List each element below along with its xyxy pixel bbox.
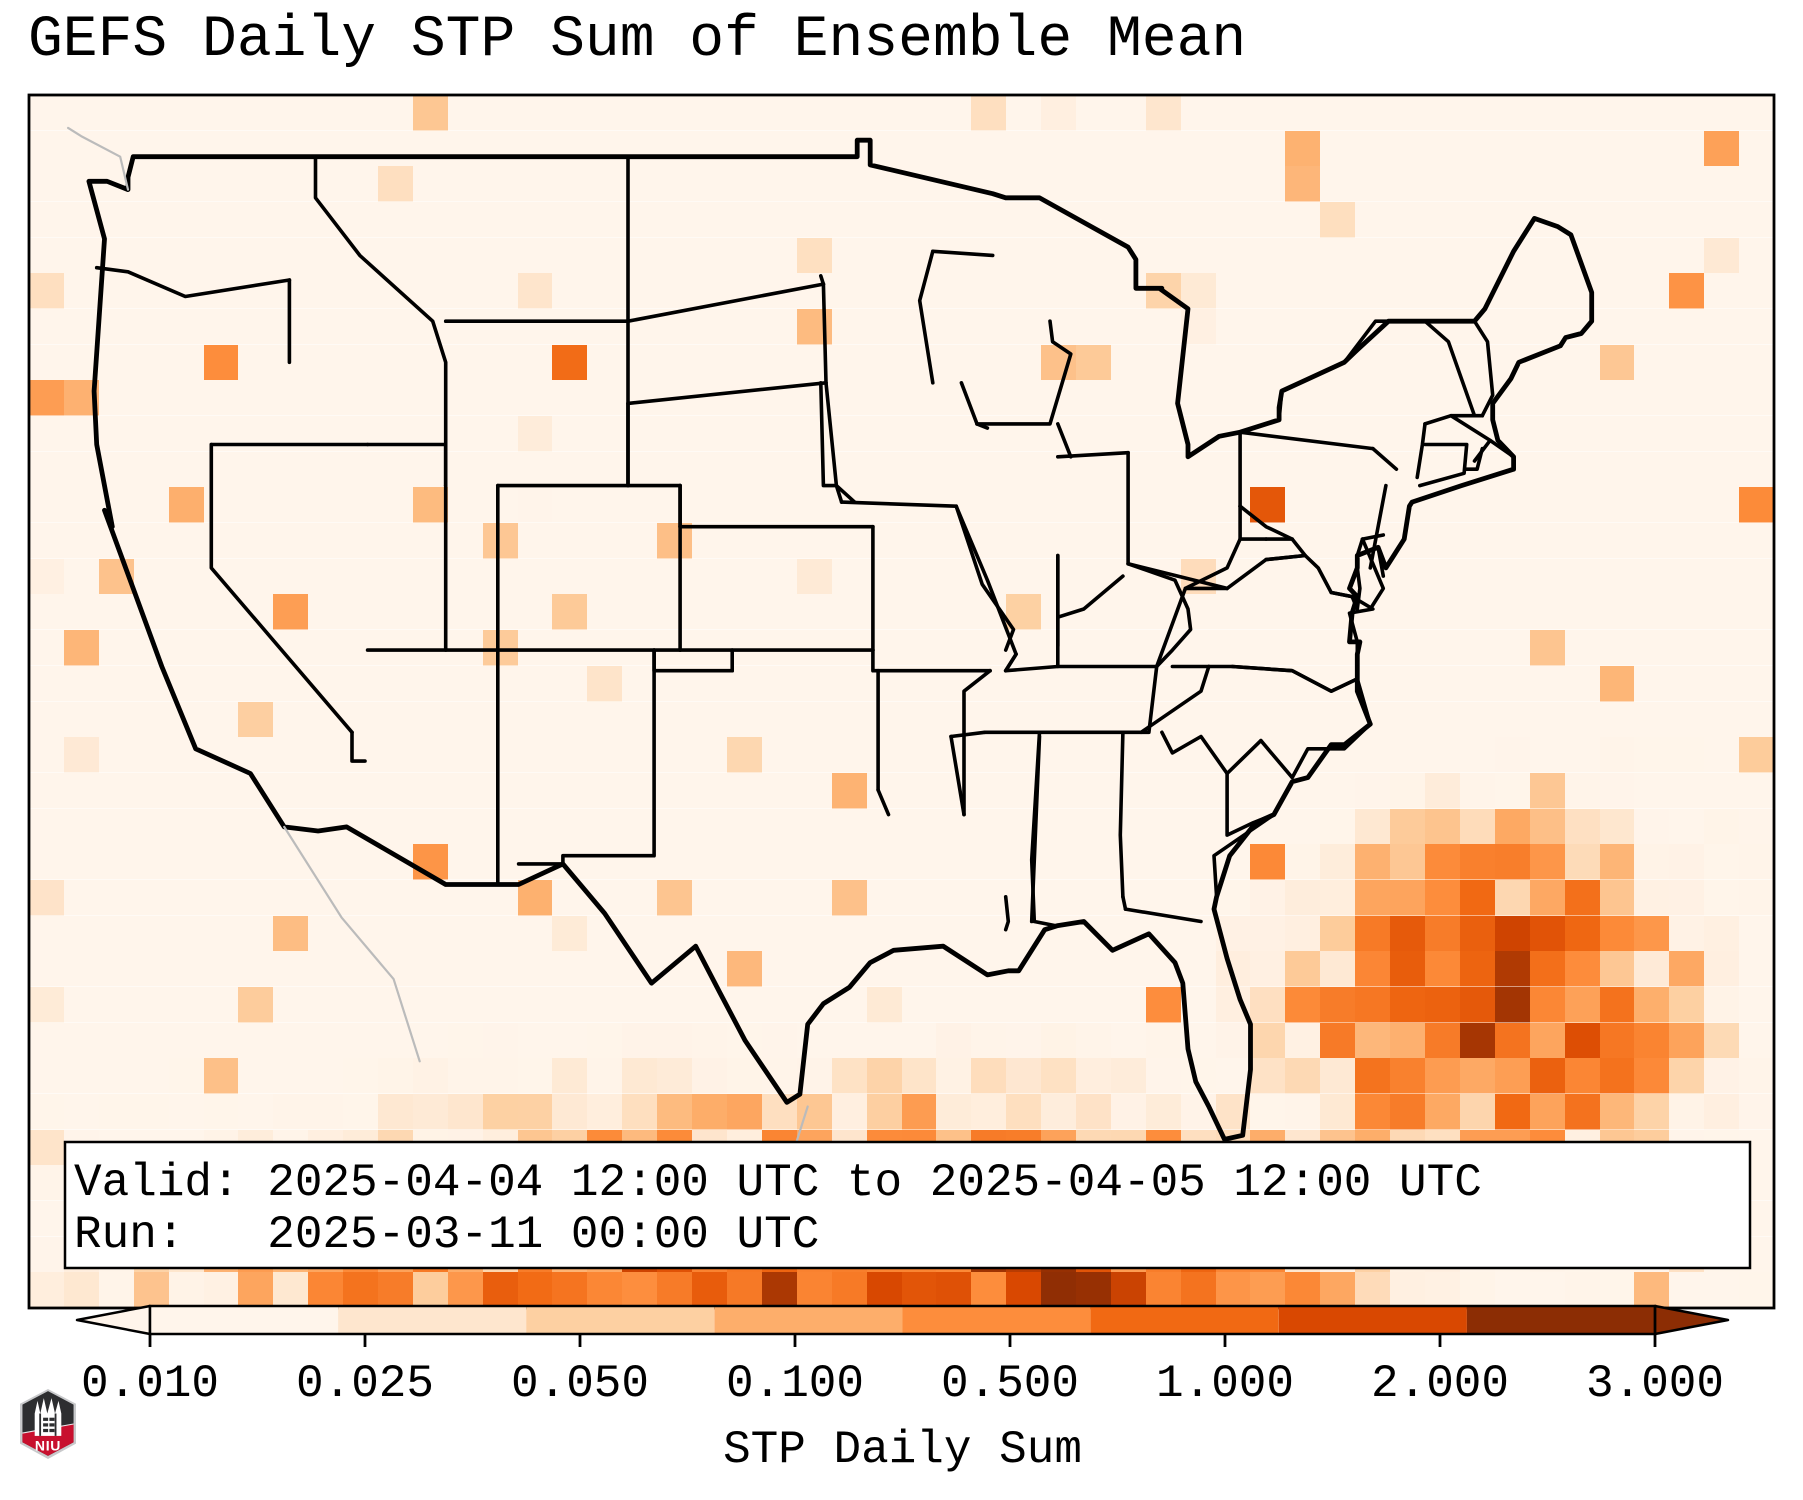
svg-text:0.100: 0.100 [726, 1358, 864, 1410]
svg-text:3.000: 3.000 [1586, 1358, 1724, 1410]
svg-text:0.025: 0.025 [296, 1358, 434, 1410]
svg-text:0.500: 0.500 [941, 1358, 1079, 1410]
svg-text:0.010: 0.010 [81, 1358, 219, 1410]
svg-text:2.000: 2.000 [1371, 1358, 1509, 1410]
svg-text:NIU: NIU [35, 1438, 61, 1454]
svg-text:1.000: 1.000 [1156, 1358, 1294, 1410]
svg-text:0.050: 0.050 [511, 1358, 649, 1410]
svg-text:Valid: 2025-04-04 12:00 UTC to: Valid: 2025-04-04 12:00 UTC to 2025-04-0… [74, 1157, 1482, 1209]
svg-text:Run: 2025-03-11 00:00 UTC: Run: 2025-03-11 00:00 UTC [74, 1209, 819, 1261]
svg-text:STP Daily Sum: STP Daily Sum [723, 1424, 1082, 1476]
